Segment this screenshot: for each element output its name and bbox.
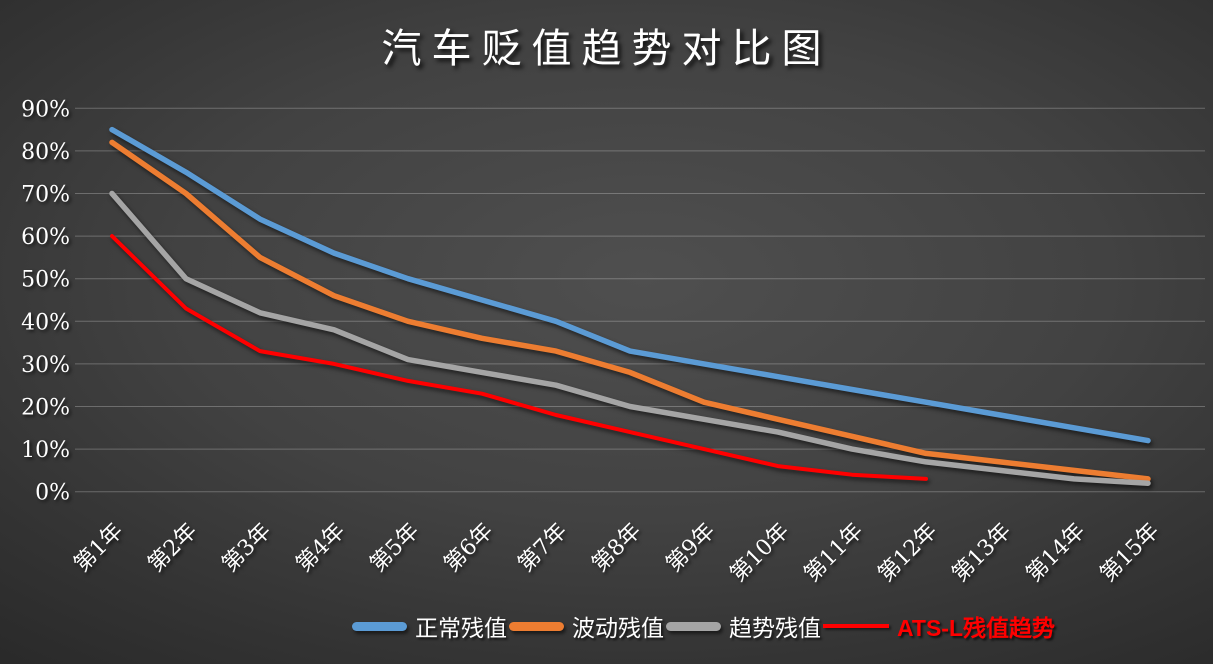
gridlines xyxy=(75,107,1205,493)
y-axis-tick-label: 50% xyxy=(21,268,70,293)
x-axis-tick-label: 第15年 xyxy=(1096,519,1165,588)
legend-label: ATS-L残值趋势 xyxy=(897,615,1056,641)
legend-item-3: 趋势残值 xyxy=(666,609,821,643)
series-line-3 xyxy=(109,190,1151,486)
y-axis-tick-label: 90% xyxy=(21,97,70,122)
y-axis-tick-label: 40% xyxy=(21,310,70,335)
y-axis-tick-label: 70% xyxy=(21,183,70,208)
x-axis-tick-label: 第7年 xyxy=(514,519,573,578)
x-axis-tick-label: 第12年 xyxy=(874,519,943,588)
legend-label: 趋势残值 xyxy=(729,616,821,642)
legend-item-2: 波动残值 xyxy=(509,609,664,643)
legend-swatch-line-icon xyxy=(666,621,721,631)
y-axis-tick-label: 10% xyxy=(21,438,70,463)
x-axis-tick-label: 第8年 xyxy=(588,519,647,578)
legend-item-1: 正常残值 xyxy=(352,609,507,643)
series-line-4 xyxy=(110,234,928,481)
y-axis-tick-label: 80% xyxy=(21,140,70,165)
series-line-2 xyxy=(109,139,1151,482)
chart-title: 汽车贬值趋势对比图 xyxy=(381,26,832,72)
series-lines xyxy=(109,126,1151,486)
y-axis-tick-label: 60% xyxy=(21,225,70,250)
y-axis-tick-label: 20% xyxy=(21,396,70,421)
x-axis-tick-label: 第9年 xyxy=(662,519,721,578)
y-axis-tick-label: 0% xyxy=(35,481,70,506)
x-axis-tick-label: 第1年 xyxy=(70,519,129,578)
legend-label: 正常残值 xyxy=(415,616,507,642)
x-axis-labels: 第1年 第2年 第3年 第4年 第5年 第6年 第7年 第8年 第9年 第10年 第11年 第12年第… xyxy=(70,519,1165,588)
x-axis-tick-label: 第2年 xyxy=(144,519,203,578)
legend-label: 波动残值 xyxy=(572,616,664,642)
legend-swatch-line-icon xyxy=(352,621,407,631)
legend-swatch-line-icon xyxy=(823,624,889,628)
x-axis-tick-label: 第14年 xyxy=(1022,519,1091,588)
y-axis-tick-label: 30% xyxy=(21,353,70,378)
legend-swatch-line-icon xyxy=(509,621,564,631)
x-axis-tick-label: 第11年 xyxy=(800,519,869,588)
x-axis-tick-label: 第4年 xyxy=(292,519,351,578)
x-axis-tick-label: 第3年 xyxy=(218,519,277,578)
x-axis-tick-label: 第5年 xyxy=(366,519,425,578)
y-axis-labels: 90% 80% 70% 60% 50% 40% 30% 20% 10% 0% xyxy=(21,97,70,505)
x-axis-tick-label: 第10年 xyxy=(726,519,795,588)
x-axis-tick-label: 第13年 xyxy=(948,519,1017,588)
legend: 正常残值 波动残值 趋势残值 ATS-L残值趋势 xyxy=(352,606,1055,646)
legend-item-4: ATS-L残值趋势 xyxy=(823,609,1055,643)
x-axis-tick-label: 第6年 xyxy=(440,519,499,578)
series-line-1 xyxy=(109,126,1151,444)
